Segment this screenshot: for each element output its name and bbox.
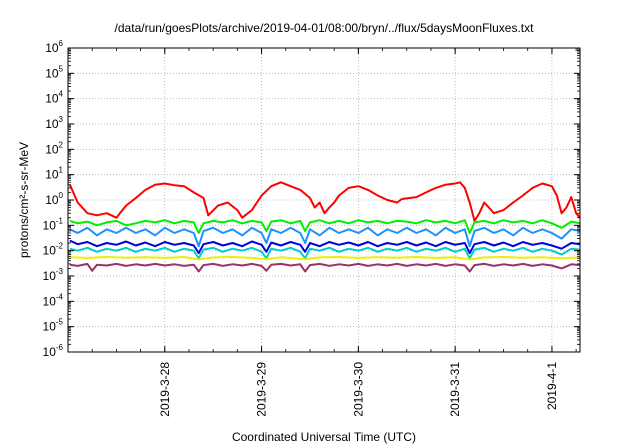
- x-axis-label: Coordinated Universal Time (UTC): [232, 430, 416, 444]
- series-line-4: [69, 239, 581, 255]
- series-line-1: [68, 181, 581, 222]
- series-layer: [68, 181, 581, 273]
- y-tick-label: 105: [45, 64, 63, 80]
- y-tick-label: 103: [45, 115, 63, 131]
- x-tick-label: 2019-3-30: [351, 362, 365, 417]
- y-tick-label: 102: [45, 140, 63, 156]
- ticks: 10-6 10-5 10-4 10-3 10-2 10-1 100 101 102 103 104 1…: [43, 39, 580, 417]
- y-tick-label: 10-1: [43, 216, 64, 232]
- y-tick-label: 101: [45, 166, 63, 182]
- x-tick-label: 2019-3-28: [158, 362, 172, 417]
- series-line-7: [69, 262, 581, 273]
- series-line-5: [69, 246, 581, 260]
- series-line-3: [69, 226, 581, 248]
- grid: [68, 48, 580, 352]
- y-tick-label: 10-3: [43, 267, 64, 283]
- y-tick-label: 10-6: [43, 343, 64, 359]
- x-tick-label: 2019-3-31: [448, 362, 462, 417]
- y-axis-label: protons/cm²-s-sr-MeV: [17, 142, 31, 258]
- series-line-2: [69, 219, 581, 234]
- y-tick-label: 104: [45, 90, 63, 106]
- y-tick-label: 10-4: [43, 292, 64, 308]
- series-line-6: [69, 256, 581, 261]
- y-tick-label: 10-5: [43, 318, 64, 334]
- x-tick-label: 2019-3-29: [255, 362, 269, 417]
- y-tick-label: 10-2: [43, 242, 64, 258]
- chart-title: /data/run/goesPlots/archive/2019-04-01/0…: [115, 21, 535, 35]
- y-tick-label: 100: [45, 191, 63, 207]
- y-tick-label: 106: [45, 39, 63, 55]
- x-tick-label: 2019-4-1: [545, 362, 559, 410]
